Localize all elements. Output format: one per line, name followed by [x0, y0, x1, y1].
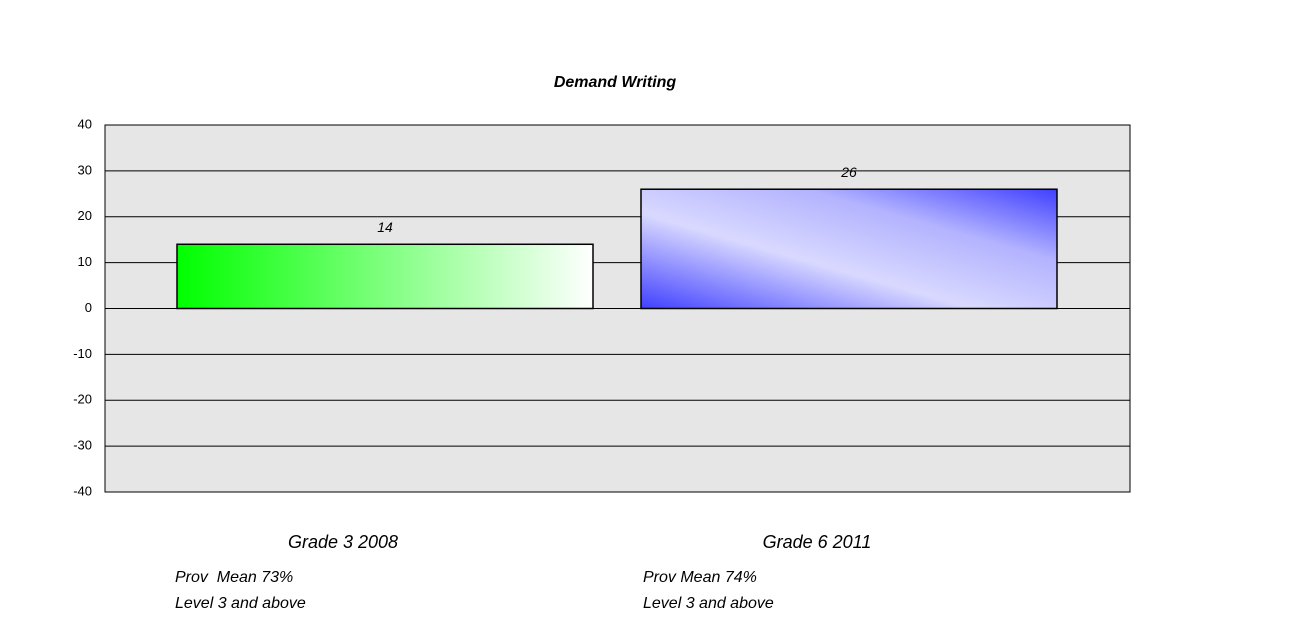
- bar: [640, 188, 1058, 310]
- y-tick-label: -20: [73, 392, 92, 407]
- annotation: Prov Mean 74%: [643, 569, 757, 586]
- y-tick-label: -30: [73, 438, 92, 453]
- bar: [176, 243, 594, 310]
- y-tick-label: 0: [85, 300, 92, 315]
- y-tick-label: -10: [73, 346, 92, 361]
- annotation: Level 3 and above: [175, 595, 306, 612]
- chart-title: Demand Writing: [554, 74, 677, 91]
- y-tick-label: 30: [78, 162, 92, 177]
- data-label: 14: [377, 219, 393, 235]
- annotation: Prov Mean 73%: [175, 569, 293, 586]
- data-label: 26: [840, 164, 857, 180]
- plot-border: [104, 124, 1131, 493]
- y-tick-label: 40: [78, 116, 92, 131]
- y-tick-label: 10: [78, 254, 92, 269]
- y-tick-label: 20: [78, 208, 92, 223]
- x-tick-label: Grade 6 2011: [763, 532, 872, 552]
- y-tick-label: -40: [73, 483, 92, 498]
- annotation: Level 3 and above: [643, 595, 774, 612]
- x-tick-label: Grade 3 2008: [288, 532, 398, 552]
